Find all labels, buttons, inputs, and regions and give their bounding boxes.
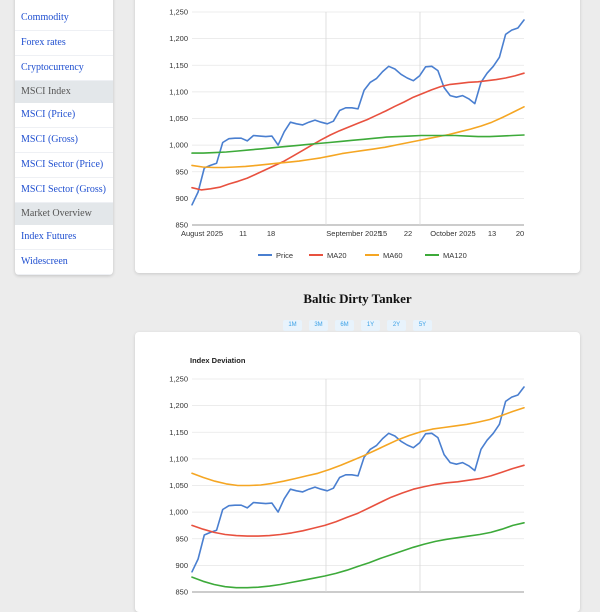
section-title: Baltic Dirty Tanker <box>303 291 412 306</box>
x-tick-label: September 2025 <box>326 229 381 238</box>
series-line-ma60 <box>191 106 525 169</box>
range-button-2y[interactable]: 2Y <box>387 320 406 331</box>
y-tick-label: 1,200 <box>169 34 188 43</box>
y-tick-label: 1,100 <box>169 454 188 463</box>
sidebar-item-msci-price[interactable]: MSCI (Price) <box>15 103 113 128</box>
range-button-5y[interactable]: 5Y <box>413 320 432 331</box>
y-tick-label: 950 <box>175 534 188 543</box>
sidebar-item-cryptocurrency[interactable]: Cryptocurrency <box>15 56 113 81</box>
line-chart-main: 850 900 950 1,000 1,050 1,100 1,150 1,200 1,250 A… <box>169 8 525 260</box>
sidebar-header-market-overview: Market Overview <box>15 203 113 225</box>
sidebar-item-forex-rates[interactable]: Forex rates <box>15 31 113 56</box>
sidebar-item-commodity[interactable]: Commodity <box>15 6 113 31</box>
y-tick-label: 1,150 <box>169 61 188 70</box>
y-tick-label: 950 <box>175 167 188 176</box>
legend-label: MA20 <box>327 251 347 260</box>
y-tick-label: 1,150 <box>169 428 188 437</box>
sidebar-item-widescreen[interactable]: Widescreen <box>15 250 113 275</box>
series-line-ma20 <box>191 464 525 537</box>
y-tick-label: 1,000 <box>169 508 188 517</box>
x-tick-label: October 2025 <box>430 229 475 238</box>
sidebar-item-index-futures[interactable]: Index Futures <box>15 225 113 250</box>
chart-card-deviation: Index Deviation 850 900 950 1,000 1,050 1,100 1… <box>135 332 580 612</box>
range-selector: 1M 3M 6M 1Y 2Y 5Y <box>283 320 432 332</box>
legend-item-ma120[interactable]: MA120 <box>425 251 467 260</box>
x-tick-label: August 2025 <box>181 229 223 238</box>
line-chart-deviation: Index Deviation 850 900 950 1,000 1,050 1,100 1… <box>169 356 525 597</box>
series-line-price <box>191 386 525 573</box>
x-tick-label: 13 <box>488 229 496 238</box>
legend-item-price[interactable]: Price <box>258 251 293 260</box>
y-tick-label: 900 <box>175 561 188 570</box>
x-tick-label: 22 <box>404 229 412 238</box>
y-tick-label: 1,050 <box>169 114 188 123</box>
x-tick-label: 20 <box>516 229 524 238</box>
sidebar-item-msci-sector-price[interactable]: MSCI Sector (Price) <box>15 153 113 178</box>
y-tick-label: 1,250 <box>169 375 188 384</box>
sidebar-header-msci-index: MSCI Index <box>15 81 113 103</box>
range-button-6m[interactable]: 6M <box>335 320 354 331</box>
y-tick-label: 900 <box>175 194 188 203</box>
legend-label: Price <box>276 251 293 260</box>
y-tick-label: 1,200 <box>169 401 188 410</box>
chart-card-main: 850 900 950 1,000 1,050 1,100 1,150 1,200 1,250 A… <box>135 0 580 273</box>
y-tick-label: 850 <box>175 588 188 597</box>
x-tick-label: 18 <box>267 229 275 238</box>
chart-title: Index Deviation <box>190 356 246 365</box>
range-button-1y[interactable]: 1Y <box>361 320 380 331</box>
y-tick-label: 1,100 <box>169 87 188 96</box>
range-button-3m[interactable]: 3M <box>309 320 328 331</box>
y-tick-label: 1,050 <box>169 481 188 490</box>
series-line-price <box>191 19 525 206</box>
y-tick-label: 850 <box>175 221 188 230</box>
series-line-ma20 <box>191 72 525 191</box>
series-line-ma60 <box>191 407 525 487</box>
range-button-1m[interactable]: 1M <box>283 320 302 331</box>
sidebar-item-msci-sector-gross[interactable]: MSCI Sector (Gross) <box>15 178 113 203</box>
series-line-ma120 <box>191 134 525 154</box>
x-tick-label: 15 <box>379 229 387 238</box>
legend-item-ma20[interactable]: MA20 <box>309 251 347 260</box>
x-tick-label: 11 <box>239 229 247 238</box>
sidebar-menu: Commodity Forex rates Cryptocurrency MSCI I… <box>15 0 113 275</box>
legend-label: MA60 <box>383 251 403 260</box>
y-tick-label: 1,000 <box>169 141 188 150</box>
y-tick-label: 1,250 <box>169 8 188 17</box>
legend-item-ma60[interactable]: MA60 <box>365 251 403 260</box>
series-line-ma120 <box>191 522 525 589</box>
sidebar-item-msci-gross[interactable]: MSCI (Gross) <box>15 128 113 153</box>
legend-label: MA120 <box>443 251 467 260</box>
